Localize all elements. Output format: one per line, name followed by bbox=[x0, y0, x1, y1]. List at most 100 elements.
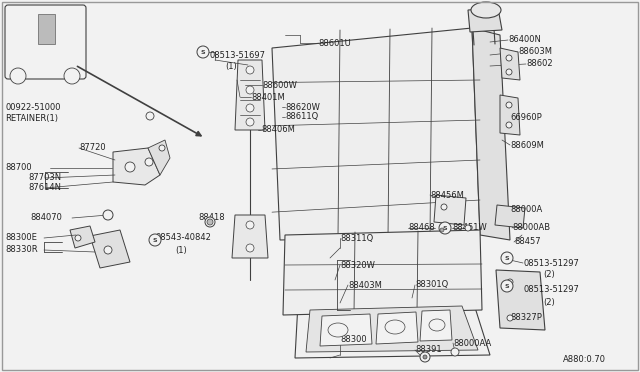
Circle shape bbox=[246, 104, 254, 112]
Text: (1): (1) bbox=[225, 62, 237, 71]
Circle shape bbox=[506, 102, 512, 108]
Text: S: S bbox=[443, 225, 447, 231]
Circle shape bbox=[205, 217, 215, 227]
Polygon shape bbox=[434, 195, 466, 225]
Circle shape bbox=[465, 225, 471, 231]
Circle shape bbox=[149, 234, 161, 246]
Polygon shape bbox=[235, 60, 265, 130]
Circle shape bbox=[506, 122, 512, 128]
Circle shape bbox=[439, 222, 451, 234]
Text: 08513-51697: 08513-51697 bbox=[210, 51, 266, 60]
Text: (2): (2) bbox=[543, 270, 555, 279]
Circle shape bbox=[75, 235, 81, 241]
Circle shape bbox=[420, 352, 430, 362]
Ellipse shape bbox=[471, 2, 501, 18]
Circle shape bbox=[423, 355, 427, 359]
Circle shape bbox=[145, 158, 153, 166]
Text: 88600W: 88600W bbox=[262, 80, 297, 90]
Circle shape bbox=[246, 244, 254, 252]
Text: 08543-40842: 08543-40842 bbox=[155, 234, 211, 243]
Text: 88327P: 88327P bbox=[510, 314, 542, 323]
Circle shape bbox=[104, 246, 112, 254]
Polygon shape bbox=[306, 306, 478, 352]
Text: 88700: 88700 bbox=[5, 164, 31, 173]
Text: 88300: 88300 bbox=[340, 336, 367, 344]
Polygon shape bbox=[376, 312, 418, 344]
Bar bbox=[38, 14, 55, 44]
Text: 00922-51000: 00922-51000 bbox=[5, 103, 61, 112]
Circle shape bbox=[441, 204, 447, 210]
Text: 88457: 88457 bbox=[514, 237, 541, 247]
Text: S: S bbox=[505, 283, 509, 289]
FancyBboxPatch shape bbox=[5, 5, 86, 79]
Circle shape bbox=[103, 210, 113, 220]
Text: 88601U: 88601U bbox=[318, 38, 351, 48]
Text: 88609M: 88609M bbox=[510, 141, 544, 150]
Polygon shape bbox=[148, 140, 170, 175]
Circle shape bbox=[501, 280, 513, 292]
Ellipse shape bbox=[429, 319, 445, 331]
Text: 86400N: 86400N bbox=[508, 35, 541, 45]
Text: 88300E: 88300E bbox=[5, 234, 37, 243]
Text: 88406M: 88406M bbox=[261, 125, 295, 135]
Circle shape bbox=[64, 68, 80, 84]
Text: 87703N: 87703N bbox=[28, 173, 61, 183]
Text: RETAINER(1): RETAINER(1) bbox=[5, 113, 58, 122]
Text: S: S bbox=[153, 237, 157, 243]
Text: 88000A: 88000A bbox=[510, 205, 542, 215]
Polygon shape bbox=[295, 298, 490, 358]
Text: 88603M: 88603M bbox=[518, 48, 552, 57]
Circle shape bbox=[440, 228, 444, 232]
Text: 88418: 88418 bbox=[198, 214, 225, 222]
Polygon shape bbox=[468, 8, 502, 32]
Text: 08513-51297: 08513-51297 bbox=[523, 259, 579, 267]
Ellipse shape bbox=[385, 320, 405, 334]
Text: 88451W: 88451W bbox=[452, 224, 487, 232]
Polygon shape bbox=[320, 314, 372, 346]
Circle shape bbox=[159, 145, 165, 151]
Circle shape bbox=[507, 279, 513, 285]
Ellipse shape bbox=[328, 323, 348, 337]
Text: 88301Q: 88301Q bbox=[415, 280, 448, 289]
Text: 88311Q: 88311Q bbox=[340, 234, 373, 243]
Circle shape bbox=[10, 68, 26, 84]
Circle shape bbox=[501, 252, 513, 264]
Polygon shape bbox=[70, 226, 95, 248]
Polygon shape bbox=[283, 230, 482, 315]
Text: A880:0.70: A880:0.70 bbox=[563, 356, 606, 365]
Polygon shape bbox=[500, 95, 520, 135]
Circle shape bbox=[207, 219, 213, 225]
Circle shape bbox=[451, 348, 459, 356]
Text: 66960P: 66960P bbox=[510, 113, 541, 122]
Text: 88456M: 88456M bbox=[430, 190, 464, 199]
Text: 08513-51297: 08513-51297 bbox=[523, 285, 579, 295]
Polygon shape bbox=[272, 28, 480, 240]
Circle shape bbox=[246, 86, 254, 94]
Text: 87720: 87720 bbox=[79, 144, 106, 153]
Polygon shape bbox=[90, 230, 130, 268]
Polygon shape bbox=[496, 270, 545, 330]
Text: S: S bbox=[201, 49, 205, 55]
Text: 88391: 88391 bbox=[415, 346, 442, 355]
Circle shape bbox=[506, 69, 512, 75]
Text: 88330R: 88330R bbox=[5, 246, 38, 254]
Circle shape bbox=[246, 118, 254, 126]
Circle shape bbox=[246, 66, 254, 74]
Polygon shape bbox=[232, 215, 268, 258]
Text: 88468: 88468 bbox=[408, 224, 435, 232]
Text: 88320W: 88320W bbox=[340, 260, 375, 269]
Text: (1): (1) bbox=[175, 246, 187, 254]
Text: S: S bbox=[505, 256, 509, 260]
Circle shape bbox=[197, 46, 209, 58]
Text: 88000AB: 88000AB bbox=[512, 224, 550, 232]
Circle shape bbox=[125, 162, 135, 172]
Polygon shape bbox=[495, 205, 525, 228]
Polygon shape bbox=[472, 28, 510, 240]
Polygon shape bbox=[420, 310, 452, 341]
Text: 88602: 88602 bbox=[526, 60, 552, 68]
Text: (2): (2) bbox=[543, 298, 555, 307]
Circle shape bbox=[146, 112, 154, 120]
Polygon shape bbox=[500, 48, 520, 80]
Circle shape bbox=[246, 221, 254, 229]
Text: 88611Q: 88611Q bbox=[285, 112, 318, 122]
